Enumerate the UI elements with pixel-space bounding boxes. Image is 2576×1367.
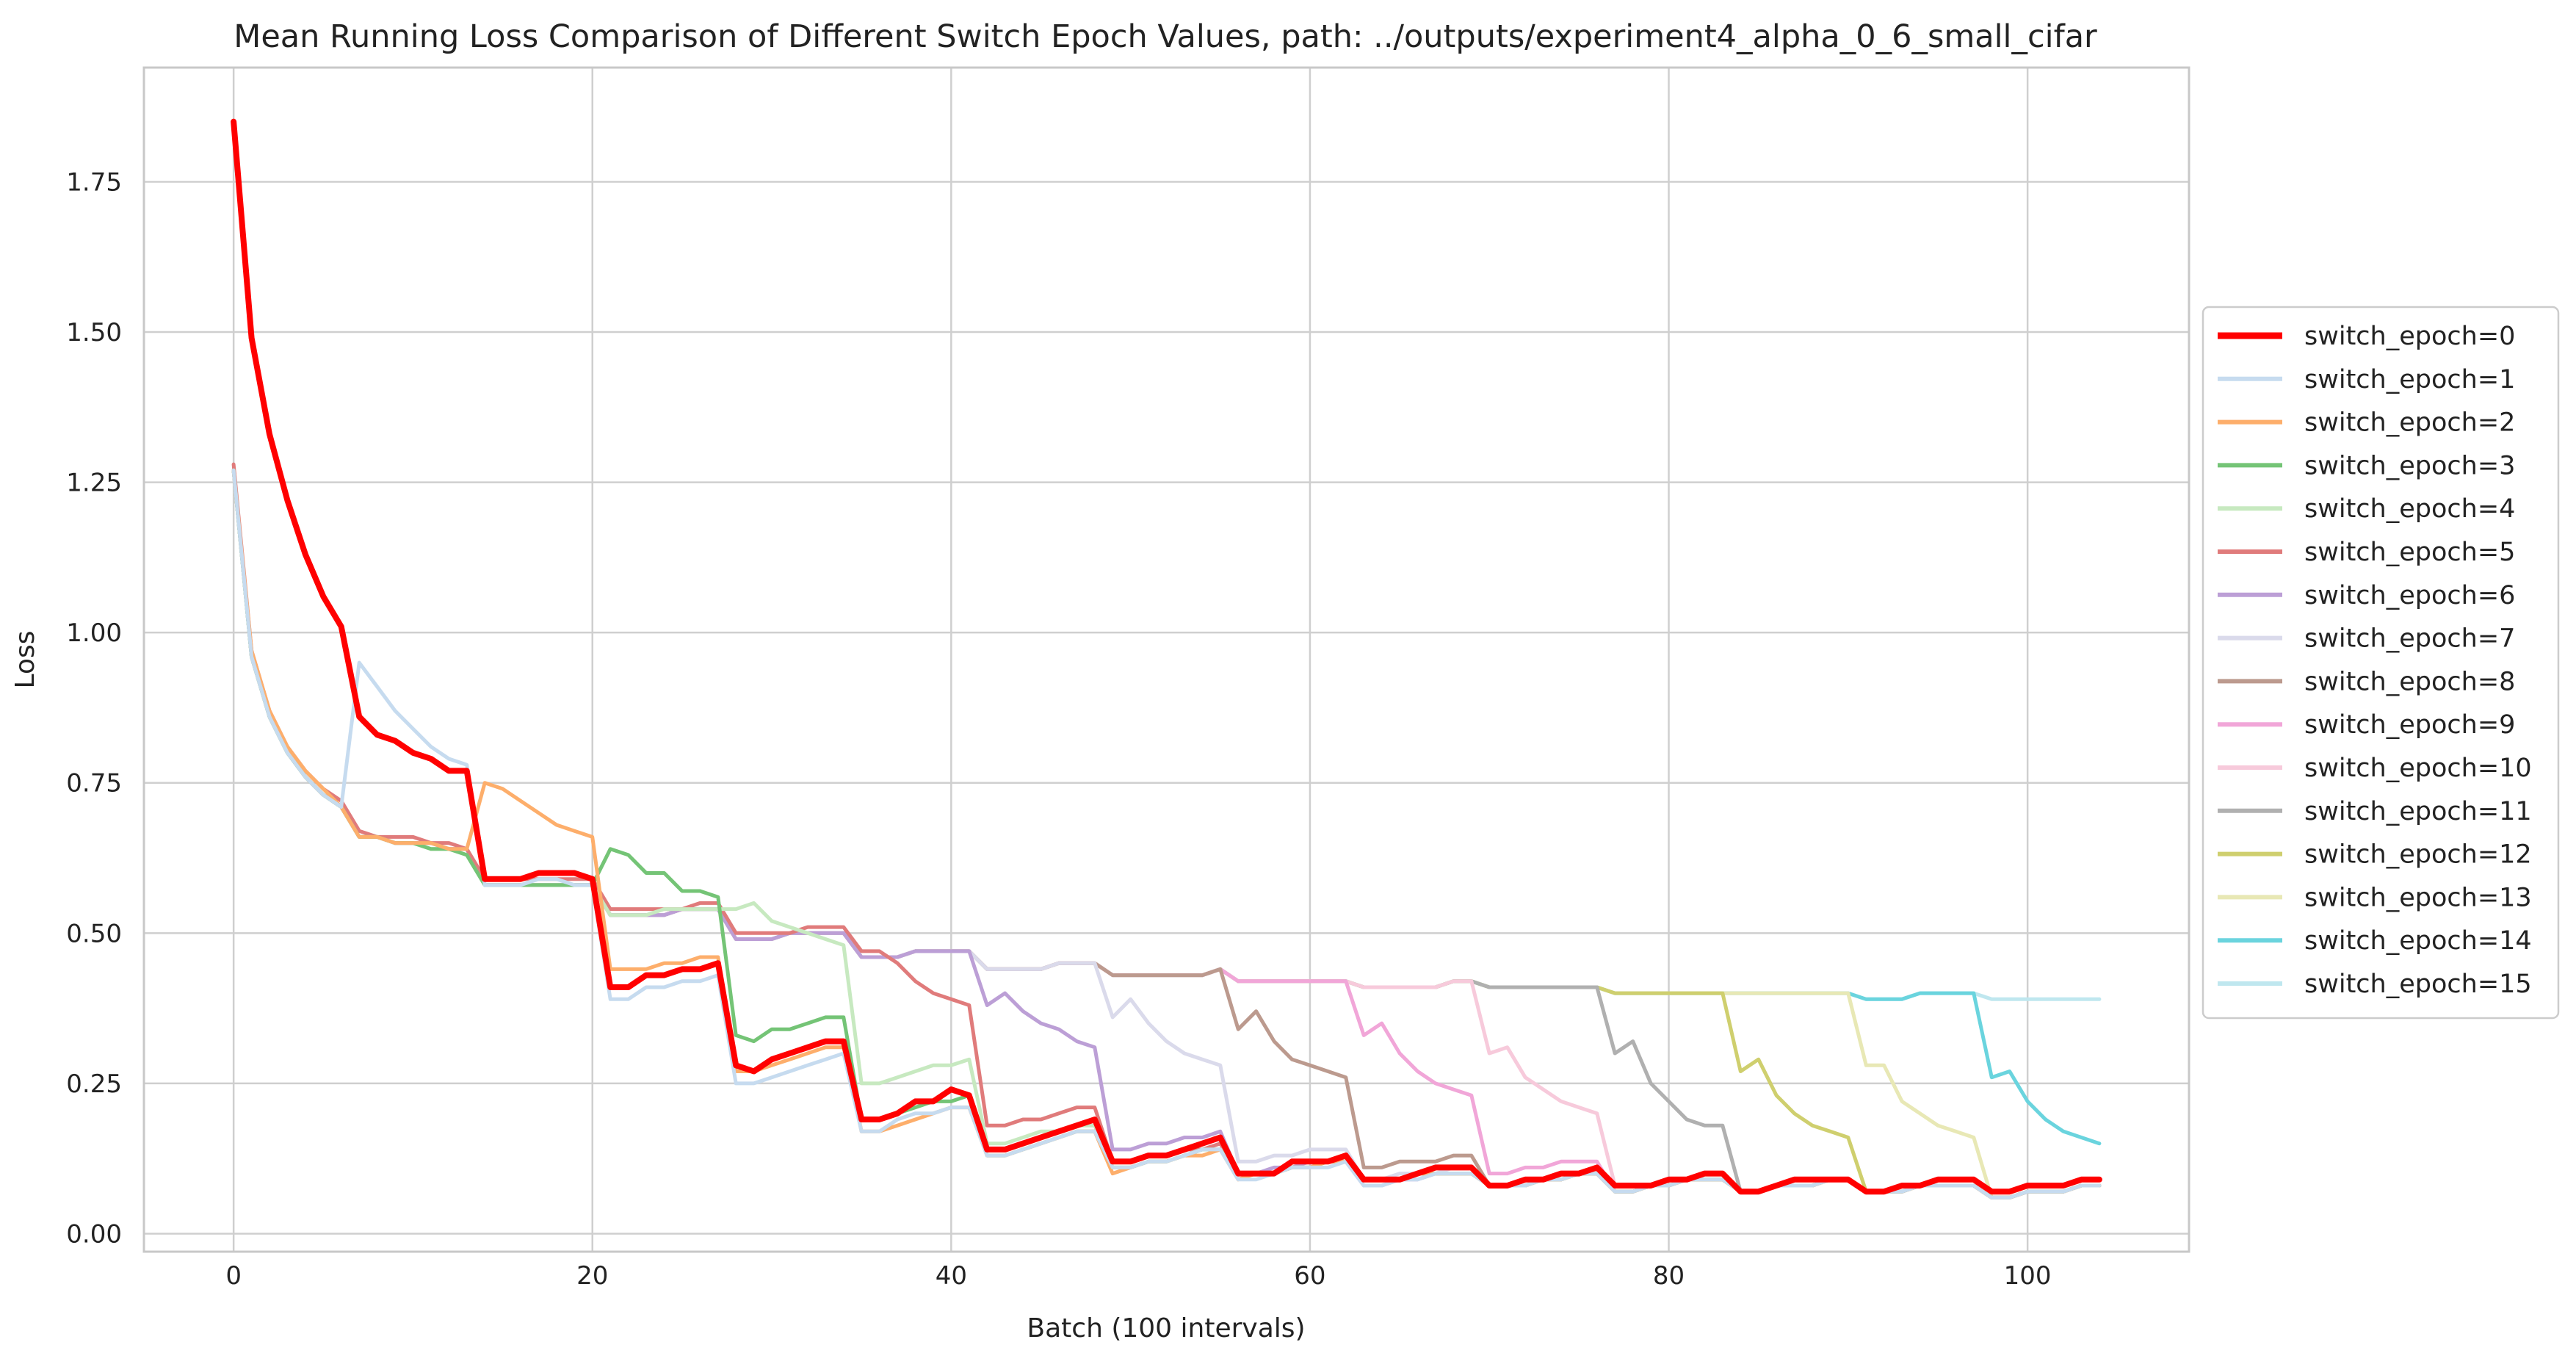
legend-box — [2201, 306, 2560, 1020]
legend-label: switch_epoch=12 — [2304, 840, 2532, 870]
legend-label: switch_epoch=11 — [2304, 797, 2532, 826]
legend-label: switch_epoch=4 — [2304, 494, 2515, 524]
y-tick-label: 0.00 — [66, 1219, 122, 1249]
y-tick-label: 1.00 — [66, 618, 122, 648]
y-tick-label: 1.75 — [66, 167, 122, 197]
x-tick-label: 40 — [936, 1261, 967, 1291]
y-axis-label: Loss — [10, 631, 40, 689]
x-tick-label: 0 — [225, 1261, 242, 1291]
series-lines — [231, 118, 2102, 1200]
x-tick-label: 100 — [2004, 1261, 2052, 1291]
x-axis-label: Batch (100 intervals) — [1027, 1313, 1305, 1343]
chart-title: Mean Running Loss Comparison of Differen… — [234, 18, 2097, 55]
legend-label: switch_epoch=5 — [2304, 538, 2515, 567]
tick-labels: 0 20 40 60 80 100 0.00 0.25 0.50 0.75 1.00 1.25 1.50… — [66, 167, 2051, 1291]
x-tick-label: 80 — [1653, 1261, 1685, 1291]
series-line-switch-epoch-1 — [231, 468, 2102, 1200]
grid-lines — [144, 68, 2189, 1252]
legend: switch_epoch=0 switch_epoch=1 switch_epoch… — [2201, 306, 2560, 1020]
x-tick-label: 20 — [576, 1261, 608, 1291]
x-tick-label: 60 — [1294, 1261, 1325, 1291]
legend-label: switch_epoch=14 — [2304, 926, 2532, 956]
legend-label: switch_epoch=3 — [2304, 451, 2515, 480]
series-line-switch-epoch-0 — [231, 118, 2102, 1195]
legend-label: switch_epoch=9 — [2304, 710, 2515, 740]
y-tick-label: 0.25 — [66, 1070, 122, 1099]
legend-label: switch_epoch=15 — [2304, 970, 2532, 999]
y-tick-label: 1.25 — [66, 469, 122, 498]
legend-label: switch_epoch=10 — [2304, 754, 2532, 783]
legend-label: switch_epoch=1 — [2304, 365, 2515, 394]
y-tick-label: 0.75 — [66, 769, 122, 798]
y-tick-label: 0.50 — [66, 919, 122, 948]
legend-label: switch_epoch=7 — [2304, 624, 2515, 654]
legend-label: switch_epoch=13 — [2304, 883, 2532, 912]
legend-label: switch_epoch=6 — [2304, 581, 2515, 610]
y-tick-label: 1.50 — [66, 318, 122, 347]
legend-label: switch_epoch=2 — [2304, 408, 2515, 438]
legend-label: switch_epoch=0 — [2304, 322, 2515, 351]
legend-label: switch_epoch=8 — [2304, 667, 2515, 696]
plot-frame — [142, 66, 2190, 1253]
